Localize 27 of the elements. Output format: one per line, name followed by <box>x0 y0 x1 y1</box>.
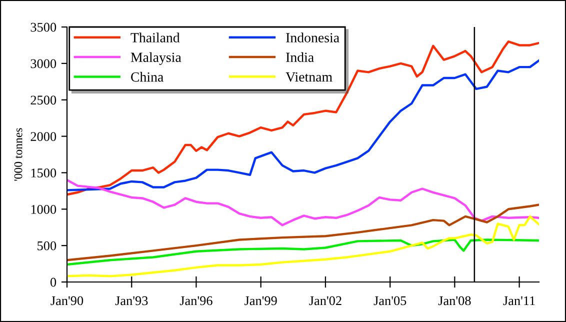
y-tick-label: 500 <box>38 241 56 250</box>
y-tick-label: 0 <box>50 278 56 287</box>
y-axis-title: '000 tonnes <box>14 128 22 181</box>
x-tick-label: Jan'90 <box>50 296 84 306</box>
y-tick-label: 2500 <box>30 96 56 105</box>
legend-label: Indonesia <box>286 32 340 42</box>
legend-label: China <box>131 72 164 82</box>
legend-label: Vietnam <box>286 72 332 82</box>
y-tick-label: 3500 <box>30 22 56 32</box>
line-series <box>67 238 539 266</box>
legend-label: Malaysia <box>130 52 182 65</box>
legend-label: India <box>286 52 314 62</box>
x-tick-label: Jan'93 <box>115 296 148 306</box>
legend-label: Thailand <box>130 32 180 42</box>
line-series <box>67 178 539 226</box>
y-tick-label: 1500 <box>31 168 56 178</box>
x-tick-label: Jan'96 <box>180 296 212 306</box>
x-tick-label: Jan'08 <box>438 296 471 306</box>
x-tick-label: Jan'99 <box>244 296 277 306</box>
line-series <box>67 215 539 278</box>
y-tick-label: 1000 <box>31 204 56 214</box>
y-tick-label: 2000 <box>30 132 56 141</box>
y-tick-label: 3000 <box>30 59 56 68</box>
x-tick-label: Jan'11 <box>503 296 535 306</box>
x-tick-label: Jan'02 <box>309 296 342 306</box>
line-series <box>67 204 539 262</box>
x-tick-label: Jan'05 <box>374 296 406 306</box>
